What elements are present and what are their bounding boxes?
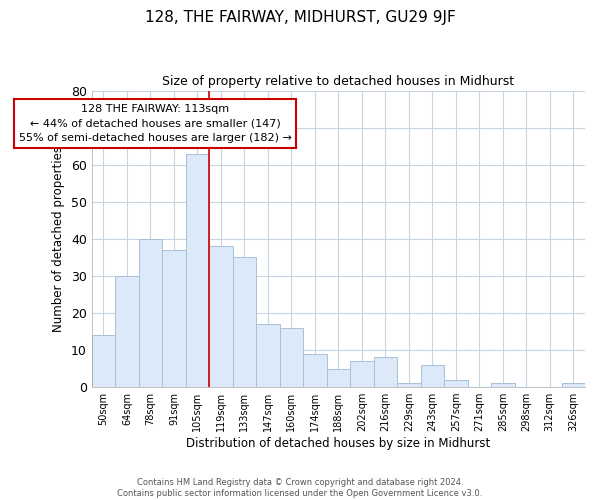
Bar [209,246,233,387]
Bar [326,368,350,387]
Bar [374,358,397,387]
Text: 128 THE FAIRWAY: 113sqm
← 44% of detached houses are smaller (147)
55% of semi-d: 128 THE FAIRWAY: 113sqm ← 44% of detache… [19,104,292,143]
Bar [350,361,374,387]
Bar [139,239,162,387]
Bar [444,380,467,387]
Bar [491,384,515,387]
Text: Contains HM Land Registry data © Crown copyright and database right 2024.
Contai: Contains HM Land Registry data © Crown c… [118,478,482,498]
Bar [92,335,115,387]
Bar [233,258,256,387]
Bar [256,324,280,387]
Bar [397,384,421,387]
Bar [185,154,209,387]
X-axis label: Distribution of detached houses by size in Midhurst: Distribution of detached houses by size … [186,437,490,450]
Title: Size of property relative to detached houses in Midhurst: Size of property relative to detached ho… [162,75,514,88]
Y-axis label: Number of detached properties: Number of detached properties [52,146,65,332]
Text: 128, THE FAIRWAY, MIDHURST, GU29 9JF: 128, THE FAIRWAY, MIDHURST, GU29 9JF [145,10,455,25]
Bar [421,365,444,387]
Bar [562,384,585,387]
Bar [162,250,185,387]
Bar [303,354,326,387]
Bar [280,328,303,387]
Bar [115,276,139,387]
